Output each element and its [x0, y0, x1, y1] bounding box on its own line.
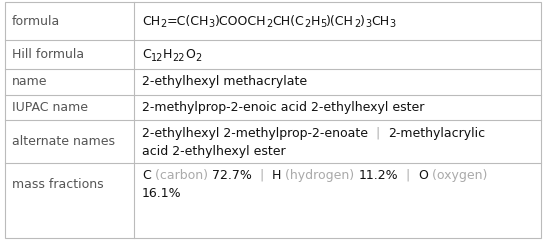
Text: (oxygen): (oxygen): [428, 169, 488, 182]
Text: 2-methylprop-2-enoic acid 2-ethylhexyl ester: 2-methylprop-2-enoic acid 2-ethylhexyl e…: [142, 101, 424, 114]
Text: 2: 2: [304, 19, 311, 30]
Text: formula: formula: [12, 15, 60, 28]
Text: IUPAC name: IUPAC name: [12, 101, 88, 114]
Text: 3: 3: [389, 19, 396, 30]
Text: |: |: [252, 169, 272, 182]
Text: H: H: [163, 48, 173, 61]
Text: 12: 12: [151, 53, 163, 63]
Text: 2-ethylhexyl methacrylate: 2-ethylhexyl methacrylate: [142, 75, 307, 88]
Text: 2: 2: [354, 19, 360, 30]
Text: 3: 3: [365, 19, 371, 30]
Text: =C(CH: =C(CH: [167, 15, 209, 28]
Text: alternate names: alternate names: [12, 135, 115, 148]
Text: 11.2%: 11.2%: [358, 169, 398, 182]
Text: 2: 2: [266, 19, 272, 30]
Text: name: name: [12, 75, 48, 88]
Text: C: C: [142, 48, 151, 61]
Text: |: |: [368, 127, 388, 140]
Text: C: C: [142, 169, 151, 182]
Text: CH: CH: [371, 15, 389, 28]
Text: O: O: [418, 169, 428, 182]
Text: H: H: [311, 15, 320, 28]
Text: 2: 2: [160, 19, 167, 30]
Text: O: O: [185, 48, 195, 61]
Text: (hydrogen): (hydrogen): [281, 169, 358, 182]
Text: CH: CH: [142, 15, 160, 28]
Text: 72.7%: 72.7%: [212, 169, 252, 182]
Text: 22: 22: [173, 53, 185, 63]
Text: H: H: [272, 169, 281, 182]
Text: 16.1%: 16.1%: [142, 187, 182, 200]
Text: 5: 5: [320, 19, 326, 30]
Text: CH(C: CH(C: [272, 15, 304, 28]
Text: 2: 2: [195, 53, 201, 63]
Text: 2-methylacrylic: 2-methylacrylic: [388, 127, 485, 140]
Text: |: |: [398, 169, 418, 182]
Text: )COOCH: )COOCH: [215, 15, 266, 28]
Text: mass fractions: mass fractions: [12, 178, 104, 191]
Text: )(CH: )(CH: [326, 15, 354, 28]
Text: 2-ethylhexyl 2-methylprop-2-enoate: 2-ethylhexyl 2-methylprop-2-enoate: [142, 127, 368, 140]
Text: 3: 3: [209, 19, 215, 30]
Text: Hill formula: Hill formula: [12, 48, 84, 61]
Text: (carbon): (carbon): [151, 169, 212, 182]
Text: acid 2-ethylhexyl ester: acid 2-ethylhexyl ester: [142, 145, 286, 158]
Text: ): ): [360, 15, 365, 28]
